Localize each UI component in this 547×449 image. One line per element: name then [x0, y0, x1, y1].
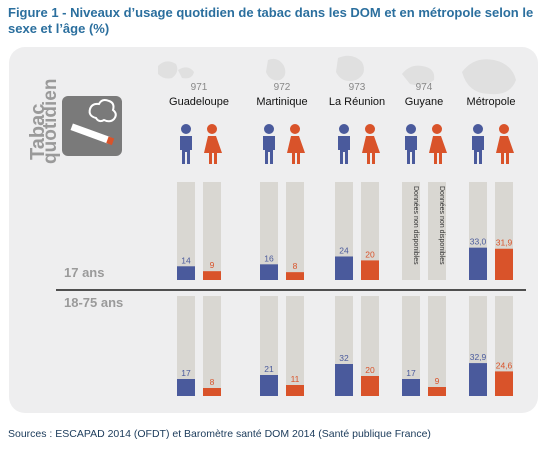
woman-icon [362, 124, 380, 164]
bar-background [428, 296, 446, 396]
map-silhouette-1 [158, 61, 194, 79]
region-name: Métropole [467, 96, 516, 108]
data-label: 14 [181, 255, 191, 265]
bar-background [203, 182, 221, 280]
man-icon [263, 124, 275, 164]
bar-female [361, 260, 379, 280]
data-label: 32,9 [470, 352, 487, 362]
data-label: 20 [365, 249, 375, 259]
bar-background [203, 296, 221, 396]
bar-male [177, 266, 195, 280]
map-silhouette-5 [462, 59, 516, 95]
region-name: Guadeloupe [169, 96, 229, 108]
data-label: 8 [293, 261, 298, 271]
side-label-line1: Tabac [27, 104, 49, 160]
region-code: 972 [274, 82, 291, 93]
data-label: 11 [291, 374, 300, 384]
bar-background [260, 182, 278, 280]
data-label: 20 [365, 365, 375, 375]
cigarette-smoke-icon [62, 96, 122, 156]
data-label: 24,6 [496, 360, 513, 370]
age-label-18-75: 18-75 ans [64, 295, 123, 310]
data-label: 9 [210, 260, 215, 270]
bar-background [361, 182, 379, 280]
bar-male [469, 363, 487, 396]
bar-female [428, 387, 446, 396]
bar-background [402, 182, 420, 280]
bar-background [402, 296, 420, 396]
not-available-label: Données non disponibles [438, 186, 445, 265]
map-silhouette-3 [336, 55, 364, 81]
bar-background [286, 182, 304, 280]
region-name: La Réunion [329, 96, 385, 108]
bar-male [177, 379, 195, 396]
bar-male [260, 264, 278, 280]
bar-female [495, 371, 513, 396]
bar-background [335, 182, 353, 280]
source-note: Sources : ESCAPAD 2014 (OFDT) et Baromèt… [8, 428, 431, 440]
bar-background [361, 296, 379, 396]
bar-female [203, 388, 221, 396]
data-label: 17 [406, 368, 416, 378]
woman-icon [429, 124, 447, 164]
data-label: 9 [435, 376, 440, 386]
bar-background [260, 296, 278, 396]
bar-female [286, 385, 304, 396]
age-label-17: 17 ans [64, 265, 104, 280]
region-code: 974 [416, 82, 433, 93]
bar-background [428, 182, 446, 280]
bar-male [335, 256, 353, 280]
bar-background [177, 182, 195, 280]
bar-male [402, 379, 420, 396]
bar-background [495, 296, 513, 396]
region-code: 973 [349, 82, 366, 93]
chart-title: Figure 1 - Niveaux d’usage quotidien de … [8, 5, 534, 36]
data-label: 16 [264, 253, 274, 263]
bar-male [469, 247, 487, 280]
man-icon [405, 124, 417, 164]
data-label: 32 [339, 353, 349, 363]
data-label: 8 [210, 377, 215, 387]
data-label: 17 [181, 368, 191, 378]
data-label: 24 [339, 245, 349, 255]
map-silhouette-4 [402, 65, 435, 86]
man-icon [180, 124, 192, 164]
bar-background [286, 296, 304, 396]
bar-female [495, 248, 513, 280]
woman-icon [496, 124, 514, 164]
bar-male [260, 375, 278, 396]
data-label: 21 [264, 364, 274, 374]
bar-male [335, 364, 353, 396]
side-label-line2: quotidien [40, 79, 61, 164]
bar-background [177, 296, 195, 396]
region-code: 971 [191, 82, 208, 93]
bar-female [286, 272, 304, 280]
not-available-label: Données non disponibles [412, 186, 419, 265]
bar-female [203, 271, 221, 280]
woman-icon [287, 124, 305, 164]
data-label: 33,0 [470, 237, 487, 247]
region-name: Guyane [405, 96, 444, 108]
bar-female [361, 376, 379, 396]
man-icon [338, 124, 350, 164]
map-silhouette-2 [266, 58, 286, 81]
man-icon [472, 124, 484, 164]
data-label: 31,9 [496, 238, 513, 248]
region-name: Martinique [256, 96, 307, 108]
woman-icon [204, 124, 222, 164]
